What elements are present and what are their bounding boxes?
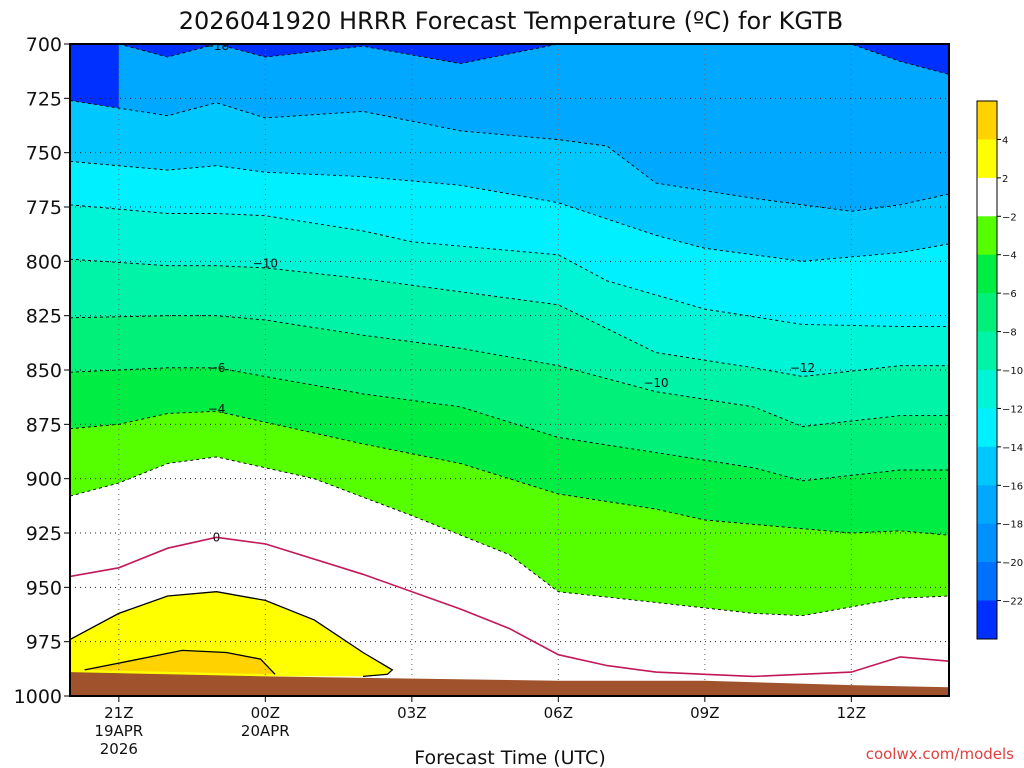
isotherm-line: [70, 536, 949, 678]
colorbar-bin: [977, 446, 997, 486]
chart-title: 2026041920 HRRR Forecast Temperature (ºC…: [179, 7, 844, 35]
contour-label: −12: [790, 361, 815, 375]
isotherm-line: [84, 649, 276, 675]
x-tick-label: 00Z: [251, 704, 280, 722]
colorbar-tick-label: −12: [1002, 404, 1023, 415]
colorbar-bin: [977, 139, 997, 179]
isotherm-line: [70, 456, 949, 617]
isotherm-line: [118, 44, 949, 75]
colorbar-bin: [977, 523, 997, 563]
colorbar-tick-label: −10: [1002, 366, 1023, 377]
contour-label: 0: [213, 530, 221, 544]
x-axis-label: Forecast Time (UTC): [414, 747, 605, 768]
contour-label: −18: [204, 39, 229, 53]
colorbar-bin: [977, 331, 997, 371]
x-tick-sublabel: 2026: [100, 740, 138, 758]
contour-label: −6: [208, 361, 226, 375]
isotherm-line: [70, 258, 949, 377]
x-tick-label: 06Z: [544, 704, 573, 722]
colorbar-tick-label: −8: [1002, 328, 1017, 339]
colorbar-bin: [977, 254, 997, 294]
colorbar: 4 2 −2 −4 −6 −8 −10 −12 −14 −16 −18 −20 −22: [976, 100, 1023, 640]
y-tick-label: 825: [26, 306, 62, 328]
colorbar-bin: [977, 101, 997, 140]
isotherm-line: [70, 204, 949, 327]
x-tick-label: 03Z: [397, 704, 426, 722]
x-tick-label: 21Z: [104, 704, 133, 722]
y-tick-label: 925: [26, 523, 62, 545]
ground-terrain: [70, 672, 949, 696]
colorbar-bin: [977, 485, 997, 525]
y-tick-label: 800: [26, 251, 62, 273]
y-tick-label: 950: [26, 577, 62, 599]
contour-label: −4: [208, 402, 226, 416]
y-tick-label: 750: [26, 143, 62, 165]
colorbar-tick-label: 2: [1002, 174, 1008, 185]
colorbar-tick-label: −2: [1002, 212, 1017, 223]
temperature-fills: [70, 44, 949, 696]
plot-area: −18 −10 −6 −4 0 −10 −12: [70, 39, 949, 696]
colorbar-bin: [977, 600, 997, 640]
isotherm-line: [70, 410, 949, 536]
isotherm-line: [70, 315, 949, 427]
contour-label: −10: [253, 257, 278, 271]
colorbar-bin: [977, 370, 997, 409]
y-tick-label: 850: [26, 360, 62, 382]
x-tick-sublabel: 20APR: [241, 722, 290, 740]
colorbar-tick-label: −14: [1002, 443, 1023, 454]
colorbar-tick-label: −20: [1002, 558, 1023, 569]
contour-labels: −18 −10 −6 −4 0 −10 −12: [204, 39, 815, 544]
y-tick-label: 700: [26, 34, 62, 56]
colorbar-bin: [977, 293, 997, 333]
y-tick-label: 725: [26, 88, 62, 110]
band-fill-warmest: [84, 650, 276, 675]
colorbar-bin: [977, 216, 997, 256]
credit-text: coolwx.com/models: [866, 745, 1014, 763]
colorbar-tick-label: −4: [1002, 251, 1017, 262]
colorbar-bin: [977, 177, 997, 217]
colorbar-tick-label: −22: [1002, 597, 1023, 608]
colorbar-tick-label: −16: [1002, 481, 1023, 492]
isotherm-line: [70, 367, 949, 482]
band-fill-warm: [70, 591, 393, 677]
isotherm-line: [70, 591, 394, 678]
contour-label: −10: [643, 376, 668, 390]
colorbar-bin: [977, 408, 997, 448]
x-tick-label: 12Z: [837, 704, 866, 722]
y-tick-label: 975: [26, 632, 62, 654]
colorbar-tick-label: −6: [1002, 289, 1017, 300]
colorbar-bin: [977, 562, 997, 602]
y-axis: 700 725 750 775 800 825 850 875 900 925 950 975 1000: [14, 34, 70, 708]
y-tick-label: 900: [26, 469, 62, 491]
colorbar-tick-label: −18: [1002, 520, 1023, 531]
colorbar-tick-label: 4: [1002, 135, 1008, 146]
isotherm-line: [70, 160, 949, 262]
y-tick-label: 775: [26, 197, 62, 219]
y-tick-label: 875: [26, 414, 62, 436]
y-tick-label: 1000: [14, 686, 62, 708]
ground-fill: [70, 672, 949, 696]
x-tick-sublabel: 19APR: [94, 722, 143, 740]
x-tick-label: 09Z: [690, 704, 719, 722]
isotherm-lines: [70, 44, 949, 678]
